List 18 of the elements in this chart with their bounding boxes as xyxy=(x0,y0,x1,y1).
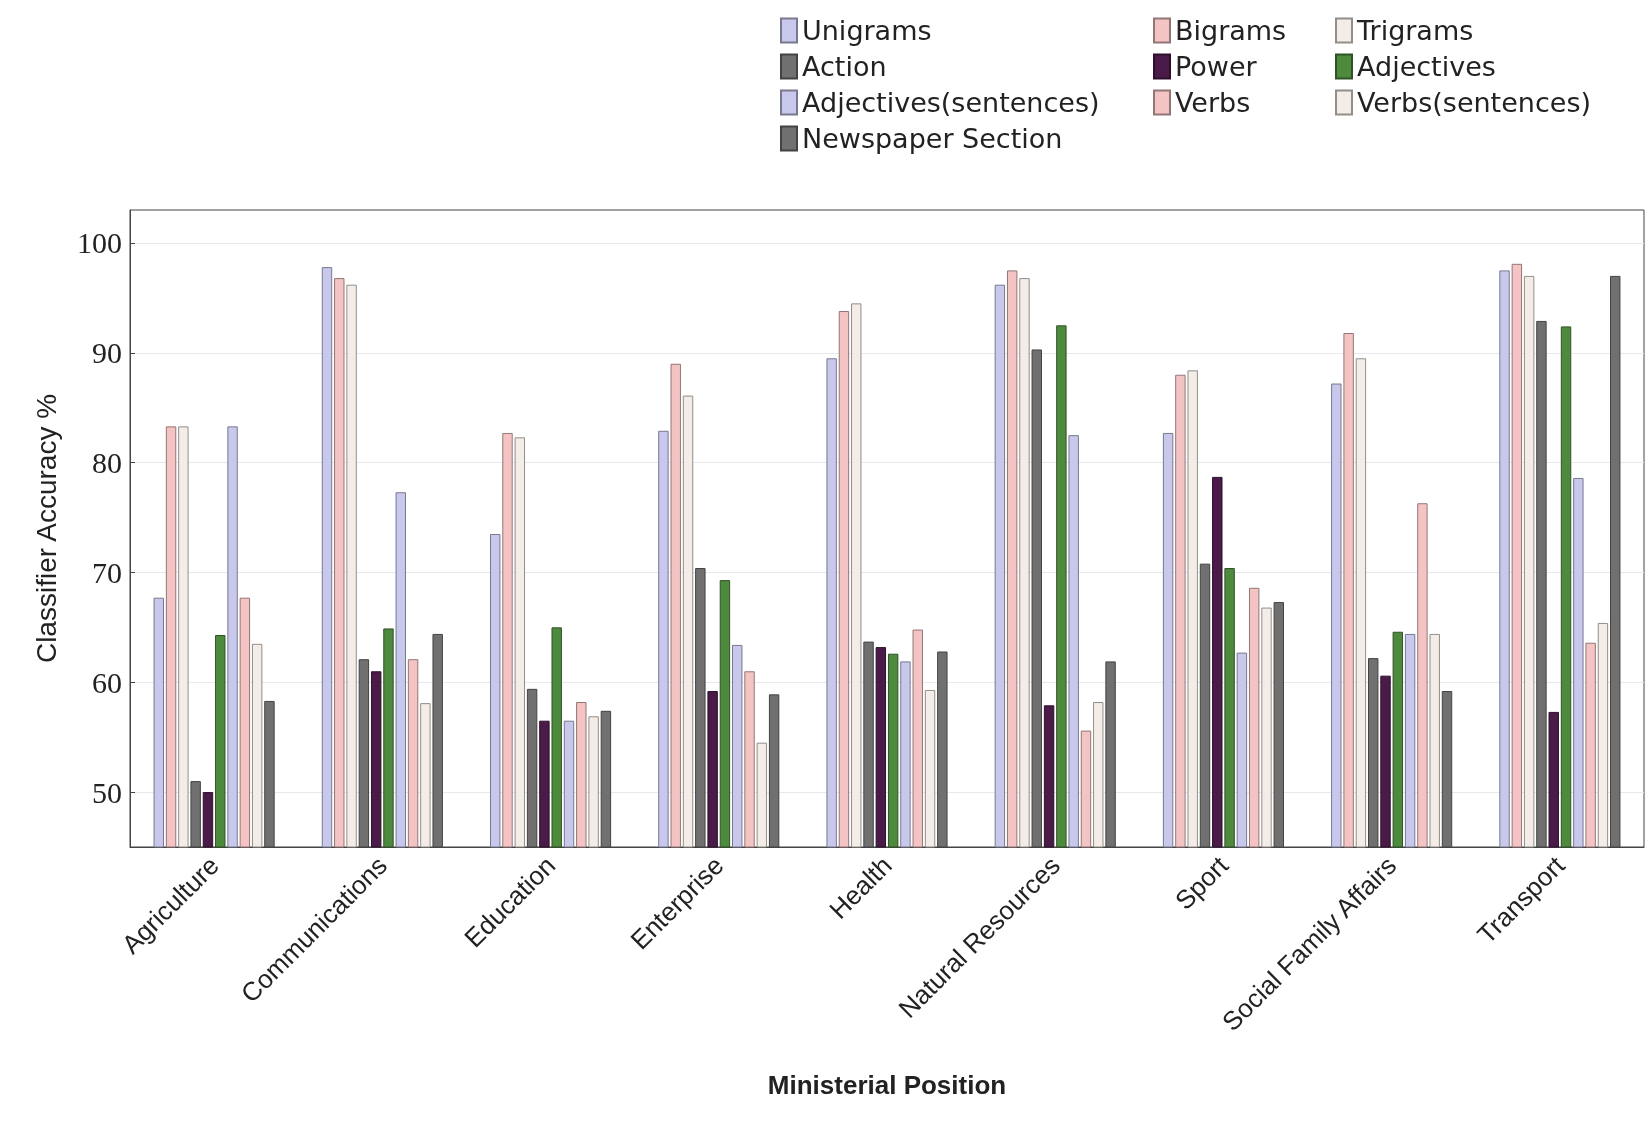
x-axis-title: Ministerial Position xyxy=(767,1070,1007,1100)
legend-label: Unigrams xyxy=(802,15,932,46)
y-tick-label: 80 xyxy=(92,446,122,480)
y-tick-label: 70 xyxy=(92,555,122,589)
legend-label: Adjectives(sentences) xyxy=(802,87,1100,118)
y-tick-label: 100 xyxy=(77,226,122,260)
legend-label: Action xyxy=(802,51,887,82)
y-axis-title: Classifier Accuracy % xyxy=(30,393,62,664)
legend-label: Adjectives xyxy=(1357,51,1496,82)
legend-label: Trigrams xyxy=(1356,15,1474,46)
legend-label: Newspaper Section xyxy=(802,123,1063,154)
y-tick-label: 60 xyxy=(92,665,122,699)
legend-label: Verbs xyxy=(1175,87,1251,118)
legend-label: Bigrams xyxy=(1175,15,1287,46)
legend-label: Verbs(sentences) xyxy=(1357,87,1591,118)
y-tick-label: 50 xyxy=(92,775,122,809)
y-tick-label: 90 xyxy=(92,336,122,370)
legend-label: Power xyxy=(1175,51,1258,82)
